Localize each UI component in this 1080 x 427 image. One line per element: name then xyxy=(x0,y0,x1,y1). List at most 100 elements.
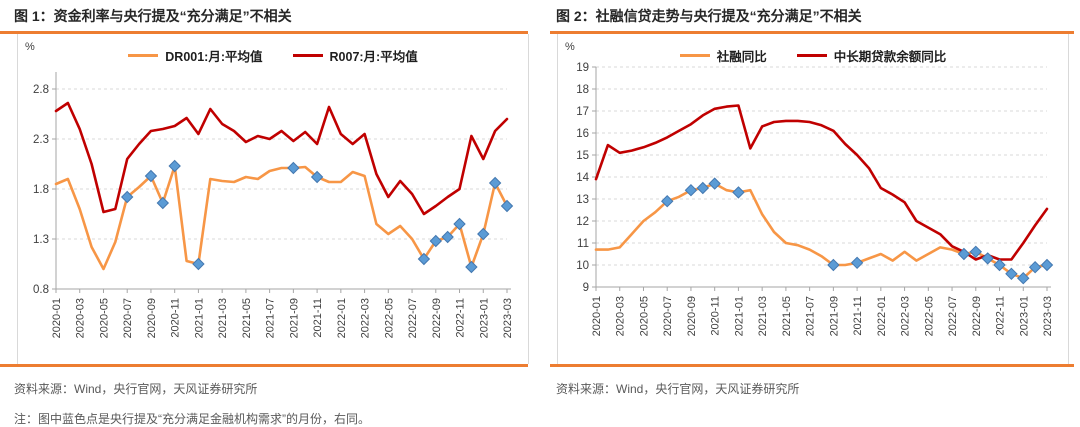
svg-text:2021-05: 2021-05 xyxy=(781,296,793,336)
series-line-1 xyxy=(594,104,1049,261)
svg-text:2022-07: 2022-07 xyxy=(947,296,959,336)
svg-text:1.3: 1.3 xyxy=(33,234,49,246)
marker-diamond-2021-11 xyxy=(850,256,864,270)
marker-diamond-2020-07 xyxy=(661,194,674,208)
marker-diamond-2020-11 xyxy=(168,159,181,173)
svg-text:2021-01: 2021-01 xyxy=(193,298,205,338)
marker-diamond-2022-12 xyxy=(1005,267,1018,281)
svg-text:2022-11: 2022-11 xyxy=(455,298,467,338)
svg-text:2021-09: 2021-09 xyxy=(288,298,300,338)
figure-2-bottom-rule xyxy=(550,364,1074,367)
svg-text:2022-03: 2022-03 xyxy=(360,298,372,338)
svg-text:2021-03: 2021-03 xyxy=(757,296,769,336)
svg-text:2022-09: 2022-09 xyxy=(971,296,983,336)
svg-text:1.8: 1.8 xyxy=(33,184,49,196)
figure-note: 注：图中蓝色点是央行提及“充分满足金融机构需求”的月份，右同。 xyxy=(14,412,370,426)
svg-text:10: 10 xyxy=(576,260,589,272)
svg-text:2021-11: 2021-11 xyxy=(312,298,324,338)
marker-diamond-2020-09 xyxy=(684,183,698,197)
marker-diamond-2020-09 xyxy=(144,169,158,183)
figure-2-top-rule xyxy=(550,31,1074,34)
svg-text:2.3: 2.3 xyxy=(33,134,49,146)
figure-2-y-unit-label: % xyxy=(565,41,575,53)
svg-text:2021-07: 2021-07 xyxy=(805,296,817,336)
marker-diamond-2023-03 xyxy=(500,199,514,213)
svg-text:2022-05: 2022-05 xyxy=(383,298,395,338)
svg-text:2021-07: 2021-07 xyxy=(265,298,277,338)
y-gridlines xyxy=(56,88,507,240)
y-gridlines xyxy=(596,66,1047,266)
y-axis-labels: 9 10 11 12 13 14 15 16 17 18 19 xyxy=(576,62,589,294)
marker-diamond-2020-07 xyxy=(121,190,134,204)
svg-text:15: 15 xyxy=(576,150,589,162)
x-axis-labels: 2020-01 2020-03 2020-05 2020-07 2020-09 2020-… xyxy=(591,296,1054,336)
svg-text:11: 11 xyxy=(577,238,589,250)
svg-text:2020-05: 2020-05 xyxy=(638,296,650,336)
marker-diamond-2021-01 xyxy=(732,186,745,199)
marker-diamond-2022-09 xyxy=(429,234,442,248)
svg-text:2022-01: 2022-01 xyxy=(876,296,888,336)
svg-text:2020-01: 2020-01 xyxy=(591,296,603,336)
svg-text:12: 12 xyxy=(576,216,589,228)
svg-text:2020-05: 2020-05 xyxy=(98,298,110,338)
marker-diamond-2022-11 xyxy=(453,217,466,231)
figure-2-source: 资料来源：Wind，央行官网，天风证券研究所 xyxy=(556,382,800,396)
x-axis-labels: 2020-01 2020-03 2020-05 2020-07 2020-09 2020-… xyxy=(51,298,514,338)
svg-text:2020-03: 2020-03 xyxy=(75,298,87,338)
svg-text:2020-09: 2020-09 xyxy=(146,298,158,338)
policy-mention-markers xyxy=(661,177,1054,285)
svg-text:17: 17 xyxy=(576,106,589,118)
svg-text:13: 13 xyxy=(576,194,589,206)
svg-text:2022-05: 2022-05 xyxy=(923,296,935,336)
svg-text:2023-01: 2023-01 xyxy=(478,298,490,338)
marker-diamond-2021-09 xyxy=(827,258,840,272)
credit-growth-line-chart: 9 10 11 12 13 14 15 16 17 18 19 2020-01 2020-03 2020-… xyxy=(576,62,1054,336)
marker-diamond-2021-11 xyxy=(310,170,324,184)
svg-text:9: 9 xyxy=(583,282,589,294)
figure-1-top-rule xyxy=(0,31,528,34)
svg-text:2022-07: 2022-07 xyxy=(407,298,419,338)
svg-text:14: 14 xyxy=(576,172,589,184)
svg-text:2022-03: 2022-03 xyxy=(900,296,912,336)
svg-text:2021-05: 2021-05 xyxy=(241,298,253,338)
svg-text:2022-11: 2022-11 xyxy=(995,296,1007,336)
figure-2-title: 图 2：社融信贷走势与央行提及“充分满足”不相关 xyxy=(556,8,862,24)
marker-diamond-2023-01 xyxy=(477,227,490,241)
svg-text:16: 16 xyxy=(576,128,589,140)
axes xyxy=(52,72,511,293)
svg-text:2020-03: 2020-03 xyxy=(615,296,627,336)
svg-text:2021-11: 2021-11 xyxy=(852,296,864,336)
svg-text:2022-09: 2022-09 xyxy=(431,298,443,338)
figure-2-chart-cell: % 社融同比 中长期贷款余额同比 9 10 11 12 13 14 15 16 17 18 19 20… xyxy=(557,34,1069,364)
svg-text:2020-07: 2020-07 xyxy=(662,296,674,336)
svg-text:18: 18 xyxy=(576,84,589,96)
figure-1-title: 图 1：资金利率与央行提及“充分满足”不相关 xyxy=(14,8,292,24)
marker-diamond-2022-11 xyxy=(993,258,1006,272)
marker-diamond-2022-08 xyxy=(417,252,431,266)
marker-diamond-2020-10 xyxy=(696,181,710,195)
marker-diamond-2023-01 xyxy=(1017,271,1030,285)
marker-diamond-2023-03 xyxy=(1040,258,1054,272)
marker-diamond-2022-12 xyxy=(465,260,478,274)
figure-1-bottom-rule xyxy=(0,364,528,367)
svg-text:2021-03: 2021-03 xyxy=(217,298,229,338)
svg-text:2021-01: 2021-01 xyxy=(733,296,745,336)
svg-text:2020-07: 2020-07 xyxy=(122,298,134,338)
marker-diamond-2022-09 xyxy=(969,245,982,259)
marker-diamond-2022-08 xyxy=(957,247,971,261)
marker-diamond-2020-11 xyxy=(708,177,721,190)
figure-1: 图 1：资金利率与央行提及“充分满足”不相关 % DR001:月:平均值 R00… xyxy=(0,8,529,426)
svg-text:2022-01: 2022-01 xyxy=(336,298,348,338)
marker-diamond-2022-10 xyxy=(441,230,454,244)
marker-diamond-2022-10 xyxy=(981,252,994,265)
marker-diamond-2021-01 xyxy=(192,257,205,271)
figure-2: 图 2：社融信贷走势与央行提及“充分满足”不相关 % 社融同比 中长期贷款余额同… xyxy=(540,0,1080,427)
svg-text:2023-03: 2023-03 xyxy=(502,298,514,338)
figure-1-y-unit-label: % xyxy=(25,41,35,53)
figure-1-chart-cell: % DR001:月:平均值 R007:月:平均值 0.8 1.3 1.8 2.3 2.8… xyxy=(17,34,529,364)
svg-text:19: 19 xyxy=(576,62,589,74)
policy-mention-markers xyxy=(121,159,514,274)
svg-text:2020-11: 2020-11 xyxy=(170,298,182,338)
